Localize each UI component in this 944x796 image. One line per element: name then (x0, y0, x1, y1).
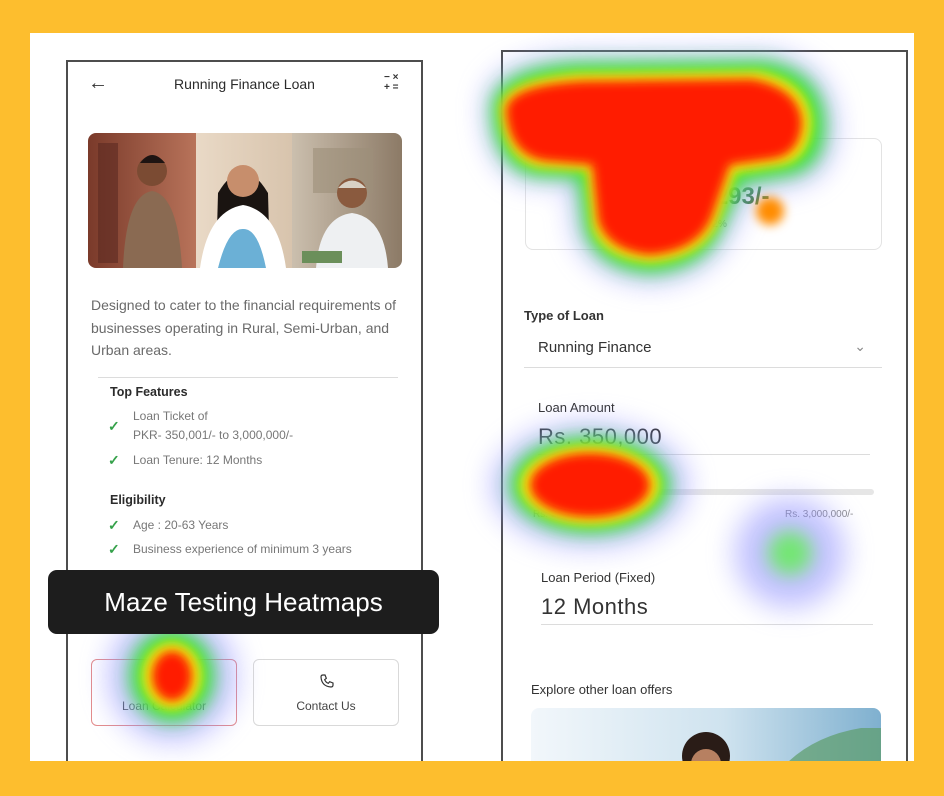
phone-running-finance: ← Running Finance Loan − × + = (66, 60, 423, 761)
slider-max-label: Rs. 3,000,000/- (785, 509, 854, 520)
feature-item: Loan Tenure: 12 Months (133, 453, 263, 467)
chevron-down-icon: ⌄ (854, 338, 866, 354)
slider-handle[interactable] (534, 483, 552, 501)
checkmark-icon: ✓ (108, 452, 120, 468)
installment-summary-card: Monthly Installments Rs. 44,293/- Rate: … (525, 138, 882, 250)
calculator-icon[interactable]: − × + = (384, 72, 399, 93)
loan-offer-image (682, 728, 881, 761)
canvas-card: ← Running Finance Loan − × + = (30, 33, 914, 761)
loan-period-value: 12 Months (541, 594, 649, 619)
loan-amount-input[interactable]: Rs. 350,000 (538, 418, 870, 455)
interest-rate: Rate: 22% (680, 219, 727, 230)
top-features-heading: Top Features (110, 385, 188, 399)
loan-offer-card[interactable] (531, 708, 881, 761)
checkmark-icon: ✓ (108, 517, 120, 533)
page-title: Loan Calculator (644, 74, 765, 91)
heatmap-caption-banner: Maze Testing Heatmaps (48, 570, 439, 634)
installment-amount: Rs. 44,293/- (637, 183, 770, 210)
hero-image (88, 133, 402, 268)
explore-heading: Explore other loan offers (531, 682, 673, 697)
phone-icon (320, 674, 334, 688)
divider (98, 377, 398, 378)
product-description: Designed to cater to the financial requi… (91, 297, 397, 358)
loan-calculator-label: Loan Calculator (121, 699, 207, 713)
loan-type-select[interactable]: Running Finance ⌄ (524, 332, 882, 368)
summary-caption: Monthly Installments (653, 163, 754, 175)
contact-us-label: Contact Us (296, 699, 356, 713)
loan-period-field: 12 Months (541, 588, 873, 625)
loan-amount-label: Loan Amount (538, 400, 615, 415)
loan-calculator-button[interactable]: Loan Calculator (91, 659, 237, 726)
phone-loan-calculator: ← Loan Calculator Monthly Installments R… (501, 50, 908, 761)
feature-item: Loan Ticket of PKR- 350,001/- to 3,000,0… (133, 409, 294, 442)
eligibility-item: Age : 20-63 Years (133, 518, 229, 532)
eligibility-item: Business experience of minimum 3 years (133, 542, 352, 556)
checkmark-icon: ✓ (108, 541, 120, 557)
checkmark-icon: ✓ (108, 418, 120, 434)
eligibility-heading: Eligibility (110, 493, 166, 507)
slider-min-label: Rs. 350,000/- (533, 509, 594, 520)
back-arrow-icon[interactable]: ← (88, 72, 108, 94)
contact-us-button[interactable]: Contact Us (253, 659, 399, 726)
loan-type-value: Running Finance (538, 339, 652, 356)
loan-amount-slider[interactable] (534, 483, 874, 501)
page-title: Running Finance Loan (174, 76, 315, 92)
type-of-loan-label: Type of Loan (524, 308, 604, 323)
loan-amount-value: Rs. 350,000 (538, 424, 663, 449)
loan-period-label: Loan Period (Fixed) (541, 570, 656, 585)
